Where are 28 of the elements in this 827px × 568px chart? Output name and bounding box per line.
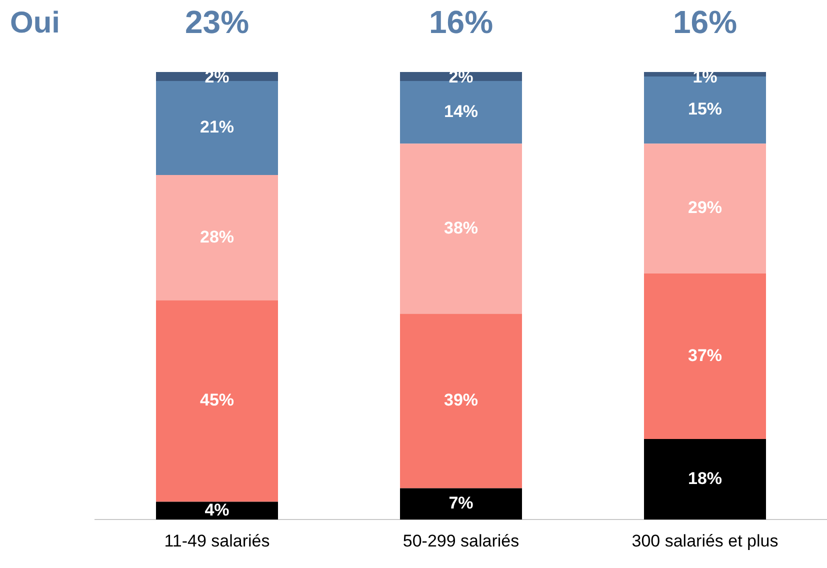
data-label: 39%	[444, 390, 478, 410]
chart-title: Oui	[10, 6, 60, 40]
bar	[156, 174, 278, 300]
data-label: 37%	[688, 346, 722, 365]
data-label: 21%	[200, 118, 234, 137]
data-label: 15%	[688, 100, 722, 119]
bar	[644, 144, 766, 274]
bar	[644, 439, 766, 520]
bar	[400, 144, 522, 314]
bar	[156, 300, 278, 502]
data-label: 7%	[448, 494, 474, 513]
x-tick-label: 50-299 salariés	[402, 531, 520, 550]
text: 16%	[672, 4, 738, 40]
data-label: 29%	[688, 198, 722, 218]
bar	[156, 502, 278, 520]
data-label: 28%	[200, 227, 234, 246]
data-label: 14%	[444, 102, 478, 121]
bar	[400, 488, 522, 520]
data-label: 18%	[688, 469, 722, 488]
bar	[400, 314, 522, 488]
x-tick-label: 11-49 salariés	[164, 531, 270, 550]
text: 23%	[184, 4, 250, 40]
data-label: 4%	[204, 500, 230, 520]
data-label: 38%	[444, 218, 478, 238]
x-tick-label: 300 salariés et plus	[632, 531, 778, 550]
bar	[644, 273, 766, 440]
data-label: 45%	[200, 390, 234, 410]
text: 16%	[428, 4, 494, 40]
